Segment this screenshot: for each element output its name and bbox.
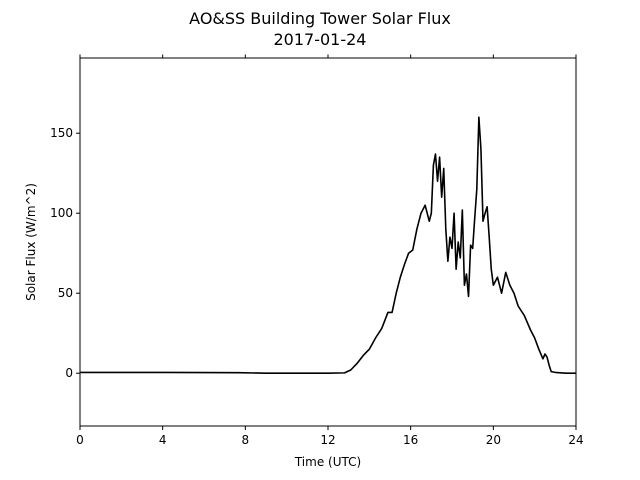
x-tick-label: 24 (568, 433, 583, 447)
y-tick-label: 100 (50, 206, 73, 220)
plot-frame (79, 57, 577, 427)
x-tick-label: 4 (159, 433, 167, 447)
solar-flux-line (80, 116, 576, 374)
x-tick-label: 16 (403, 433, 418, 447)
x-axis-label: Time (UTC) (294, 455, 361, 469)
y-tick-label: 0 (65, 366, 73, 380)
y-axis: 0 50 100 150 (50, 126, 80, 380)
x-tick-label: 12 (320, 433, 335, 447)
y-tick-label: 50 (58, 286, 73, 300)
chart-subtitle: 2017-01-24 (274, 30, 367, 49)
y-tick-label: 150 (50, 126, 73, 140)
chart-title: AO&SS Building Tower Solar Flux (189, 9, 451, 28)
x-tick-label: 20 (486, 433, 501, 447)
y-axis-label: Solar Flux (W/m^2) (24, 183, 38, 301)
x-tick-label: 0 (76, 433, 84, 447)
x-tick-label: 8 (242, 433, 250, 447)
x-axis: 0 4 8 12 16 20 24 (76, 54, 584, 447)
